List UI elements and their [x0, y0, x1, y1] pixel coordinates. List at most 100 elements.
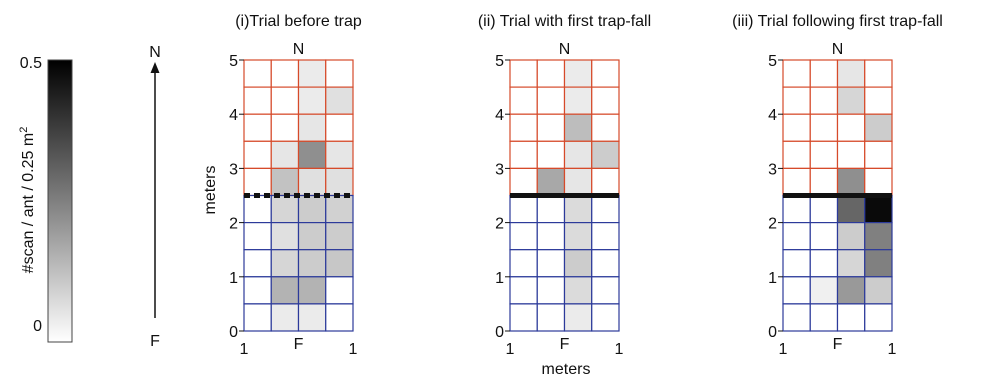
heatmap-cell	[537, 60, 564, 87]
heatmap-cell	[299, 277, 326, 304]
heatmap-cell	[299, 196, 326, 223]
x-tick-left: 1	[779, 341, 788, 358]
heatmap-cell	[783, 87, 810, 114]
heatmap-cell	[810, 304, 837, 331]
heatmap-cell	[783, 223, 810, 250]
panel-title: (iii) Trial following first trap-fall	[732, 13, 943, 30]
y-tick-label: 4	[768, 107, 777, 124]
colorbar-tick-min: 0	[33, 318, 42, 335]
heatmap-cell	[244, 141, 271, 168]
heatmap-cell	[244, 114, 271, 141]
colorbar-label-superscript: 2	[18, 127, 30, 133]
y-axis-label: meters	[202, 166, 219, 215]
heatmap-cell	[838, 87, 865, 114]
heatmap-cell	[271, 141, 298, 168]
heatmap-cell	[565, 114, 592, 141]
heatmap-cell	[810, 196, 837, 223]
heatmap-cell	[838, 196, 865, 223]
panel-following-trap-fall: (iii) Trial following first trap-fallN01…	[732, 13, 943, 358]
heatmap-cell	[271, 168, 298, 195]
y-tick-label: 5	[495, 53, 504, 70]
y-tick-label: 3	[229, 161, 238, 178]
heatmap-cell	[810, 223, 837, 250]
compass-north-label: N	[149, 44, 161, 61]
heatmap-cell	[244, 60, 271, 87]
heatmap-cell	[271, 250, 298, 277]
heatmap-cell	[565, 223, 592, 250]
x-tick-mid: F	[833, 336, 843, 353]
heatmap-cell	[865, 114, 892, 141]
heatmap-cell	[810, 141, 837, 168]
heatmap-cell	[244, 168, 271, 195]
colorbar-label-main: #scan / ant / 0.25 m	[20, 133, 37, 274]
heatmap-cell	[865, 223, 892, 250]
heatmap-cell	[271, 223, 298, 250]
heatmap-cell	[271, 277, 298, 304]
y-tick-label: 3	[768, 161, 777, 178]
heatmap-cell	[244, 223, 271, 250]
y-tick-label: 1	[495, 270, 504, 287]
heatmap-cell	[565, 277, 592, 304]
heatmap-cell	[865, 277, 892, 304]
heatmap-cell	[537, 223, 564, 250]
y-tick-label: 0	[495, 324, 504, 341]
x-axis-label: meters	[542, 361, 591, 378]
heatmap-cell	[299, 223, 326, 250]
heatmap-cell	[838, 114, 865, 141]
y-tick-label: 3	[495, 161, 504, 178]
heatmap-cell	[326, 277, 353, 304]
heatmap-cell	[299, 60, 326, 87]
heatmap-cell	[810, 277, 837, 304]
north-label: N	[293, 41, 305, 58]
panel-title: (ii) Trial with first trap-fall	[478, 13, 651, 30]
heatmap-cell	[565, 196, 592, 223]
y-tick-label: 2	[768, 216, 777, 233]
heatmap-cell	[510, 114, 537, 141]
heatmap-cell	[592, 168, 619, 195]
heatmap-cell	[510, 304, 537, 331]
heatmap-cell	[810, 168, 837, 195]
heatmap-cell	[810, 60, 837, 87]
heatmap-cell	[244, 277, 271, 304]
heatmap-cell	[326, 250, 353, 277]
heatmap-cell	[783, 250, 810, 277]
north-label: N	[832, 41, 844, 58]
y-tick-label: 1	[768, 270, 777, 287]
heatmap-cell	[838, 250, 865, 277]
heatmap-cell	[592, 196, 619, 223]
heatmap-cell	[838, 168, 865, 195]
heatmap-cell	[510, 168, 537, 195]
heatmap-cell	[537, 168, 564, 195]
heatmap-cell	[838, 304, 865, 331]
heatmap-cell	[510, 196, 537, 223]
x-tick-mid: F	[560, 336, 570, 353]
heatmap-cell	[592, 87, 619, 114]
heatmap-cell	[510, 60, 537, 87]
heatmap-cell	[565, 304, 592, 331]
x-tick-left: 1	[240, 341, 249, 358]
heatmap-cell	[838, 141, 865, 168]
y-tick-label: 2	[495, 216, 504, 233]
heatmap-cell	[271, 60, 298, 87]
heatmap-cell	[783, 168, 810, 195]
heatmap-cell	[592, 250, 619, 277]
heatmap-cell	[326, 223, 353, 250]
heatmap-cell	[326, 141, 353, 168]
heatmap-cell	[592, 141, 619, 168]
heatmap-cell	[865, 196, 892, 223]
heatmap-cell	[271, 114, 298, 141]
x-tick-right: 1	[349, 341, 358, 358]
y-tick-label: 0	[229, 324, 238, 341]
y-tick-label: 4	[495, 107, 504, 124]
heatmap-cell	[865, 141, 892, 168]
compass-arrow-head	[151, 62, 160, 73]
heatmap-cell	[592, 277, 619, 304]
heatmap-cell	[299, 114, 326, 141]
north-label: N	[559, 41, 571, 58]
heatmap-cell	[783, 141, 810, 168]
heatmap-cell	[565, 168, 592, 195]
heatmap-cell	[565, 60, 592, 87]
heatmap-cell	[510, 277, 537, 304]
